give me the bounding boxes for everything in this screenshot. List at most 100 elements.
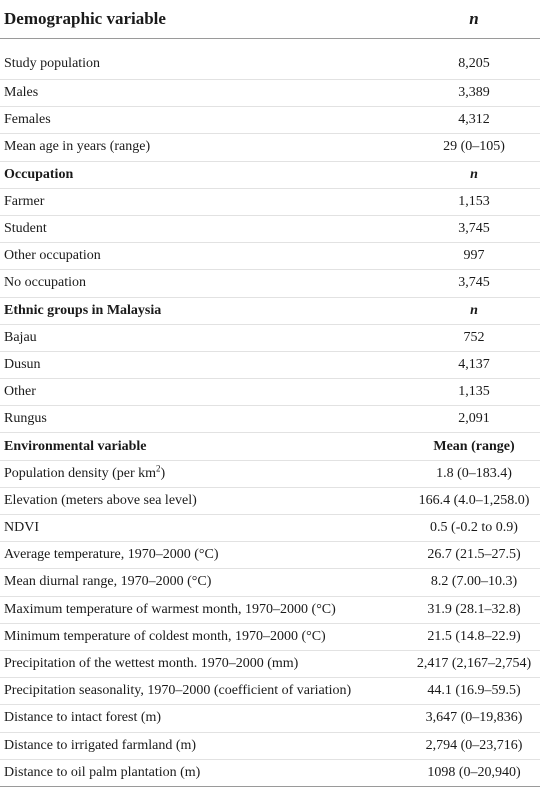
- row-value: 3,745: [408, 214, 540, 243]
- table-row: Elevation (meters above sea level) 166.4 …: [0, 486, 540, 515]
- table-row: Distance to irrigated farmland (m) 2,794 …: [0, 731, 540, 760]
- label-text: Farmer: [4, 193, 45, 209]
- row-label: Mean diurnal range, 1970–2000 (°C): [0, 568, 408, 597]
- row-label: Dusun: [0, 350, 408, 379]
- row-label: Student: [0, 214, 408, 243]
- row-label: No occupation: [0, 269, 408, 297]
- section-value-header: Mean (range): [408, 432, 540, 461]
- table-row: Males 3,389: [0, 78, 540, 107]
- row-value: 26.7 (21.5–27.5): [408, 541, 540, 569]
- row-value: 8,205: [458, 56, 490, 71]
- row-label: Bajau: [0, 323, 408, 352]
- label-text: Occupation: [4, 166, 74, 182]
- table-row: Precipitation of the wettest month. 1970…: [0, 649, 540, 678]
- row-value: 997: [408, 242, 540, 270]
- row-label: Rungus: [0, 405, 408, 433]
- table-row: Population density (per km2) 1.8 (0–183.4…: [0, 459, 540, 488]
- row-label: Other occupation: [0, 242, 408, 270]
- section-label: Ethnic groups in Malaysia: [0, 296, 408, 325]
- row-label: NDVI: [0, 513, 408, 542]
- table-body: Study population 8,205 Males 3,389 Females 4,…: [0, 39, 540, 787]
- label-text: Precipitation seasonality, 1970–2000 (co…: [4, 683, 352, 699]
- label-text: Other: [4, 384, 36, 400]
- table-row: Dusun 4,137: [0, 350, 540, 379]
- table-row: Mean diurnal range, 1970–2000 (°C) 8.2 (7…: [0, 568, 540, 597]
- row-value: 1.8 (0–183.4): [408, 459, 540, 488]
- label-suffix: ): [160, 465, 166, 481]
- row-value: 4,312: [408, 106, 540, 134]
- row-label: Males: [0, 78, 408, 107]
- row-value: 166.4 (4.0–1,258.0): [408, 486, 540, 515]
- label-text: Rungus: [4, 411, 47, 427]
- label-text: Maximum temperature of warmest month, 19…: [4, 601, 336, 617]
- label-text: Dusun: [4, 356, 41, 372]
- row-value: 2,417 (2,167–2,754): [408, 649, 540, 678]
- label-text: Males: [4, 85, 39, 101]
- row-value: 1098 (0–20,940): [408, 758, 540, 787]
- row-value: 3,647 (0–19,836): [408, 704, 540, 732]
- label-text: Average temperature, 1970–2000 (°C): [4, 547, 219, 563]
- label-text: Environmental variable: [4, 438, 147, 454]
- row-value: 0.5 (-0.2 to 0.9): [408, 513, 540, 542]
- row-value: 3,389: [408, 78, 540, 107]
- label-text: Other occupation: [4, 248, 101, 264]
- label-text: Population density (per km: [4, 465, 157, 481]
- row-label: Minimum temperature of coldest month, 19…: [0, 622, 408, 651]
- row-value: 3,745: [408, 269, 540, 297]
- row-value: 31.9 (28.1–32.8): [408, 595, 540, 624]
- table-row: Females 4,312: [0, 106, 540, 134]
- table-row: Distance to oil palm plantation (m) 1098 …: [0, 758, 540, 787]
- row-value: 21.5 (14.8–22.9): [408, 622, 540, 651]
- label-text: Distance to oil palm plantation (m): [4, 764, 201, 780]
- table-row: NDVI 0.5 (-0.2 to 0.9): [0, 513, 540, 542]
- row-value: 2,091: [408, 405, 540, 433]
- row-value: 752: [408, 323, 540, 352]
- label-text: NDVI: [4, 520, 39, 536]
- label-text: Distance to intact forest (m): [4, 710, 162, 726]
- table-row: Rungus 2,091: [0, 405, 540, 433]
- table-row: Other occupation 997: [0, 242, 540, 270]
- row-value: 4,137: [408, 350, 540, 379]
- label-text: Distance to irrigated farmland (m): [4, 737, 197, 753]
- row-label: Females: [0, 106, 408, 134]
- row-label: Mean age in years (range): [0, 133, 408, 162]
- row-label: Precipitation seasonality, 1970–2000 (co…: [0, 677, 408, 705]
- label-text: Mean age in years (range): [4, 139, 151, 155]
- row-value: 2,794 (0–23,716): [408, 731, 540, 760]
- label-text: Females: [4, 112, 51, 128]
- section-header-row: Occupation n: [0, 160, 540, 189]
- label-text: Precipitation of the wettest month. 1970…: [4, 656, 299, 672]
- label-text: No occupation: [4, 275, 87, 291]
- table-row: No occupation 3,745: [0, 269, 540, 297]
- header-n: n: [408, 0, 540, 39]
- row-value: 1,153: [408, 187, 540, 216]
- table-row: Average temperature, 1970–2000 (°C) 26.7 …: [0, 541, 540, 569]
- header-variable: Demographic variable: [0, 0, 408, 39]
- row-label: Distance to irrigated farmland (m): [0, 731, 408, 760]
- row-label: Farmer: [0, 187, 408, 216]
- table-row: Other 1,135: [0, 378, 540, 406]
- label-text: Mean diurnal range, 1970–2000 (°C): [4, 574, 212, 590]
- label-text: Study population: [4, 56, 101, 71]
- table-row: Farmer 1,153: [0, 187, 540, 216]
- row-label: Average temperature, 1970–2000 (°C): [0, 541, 408, 569]
- table-row: Distance to intact forest (m) 3,647 (0–19…: [0, 704, 540, 732]
- section-label: Environmental variable: [0, 432, 408, 461]
- row-label: Other: [0, 378, 408, 406]
- section-header-row: Ethnic groups in Malaysia n: [0, 296, 540, 325]
- row-label: Population density (per km2): [0, 459, 408, 488]
- section-label: Occupation: [0, 160, 408, 189]
- label-superscript: 2: [156, 463, 161, 474]
- section-value-header: n: [408, 296, 540, 325]
- label-text: Ethnic groups in Malaysia: [4, 302, 162, 318]
- label-text: Bajau: [4, 329, 37, 345]
- row-label: Precipitation of the wettest month. 1970…: [0, 649, 408, 678]
- table-row: Maximum temperature of warmest month, 19…: [0, 595, 540, 624]
- label-text: Minimum temperature of coldest month, 19…: [4, 628, 326, 644]
- table-row: Mean age in years (range) 29 (0–105): [0, 133, 540, 162]
- row-value: 1,135: [408, 378, 540, 406]
- row-label: Distance to intact forest (m): [0, 704, 408, 732]
- table-row: Precipitation seasonality, 1970–2000 (co…: [0, 677, 540, 705]
- label-text: Student: [4, 221, 47, 237]
